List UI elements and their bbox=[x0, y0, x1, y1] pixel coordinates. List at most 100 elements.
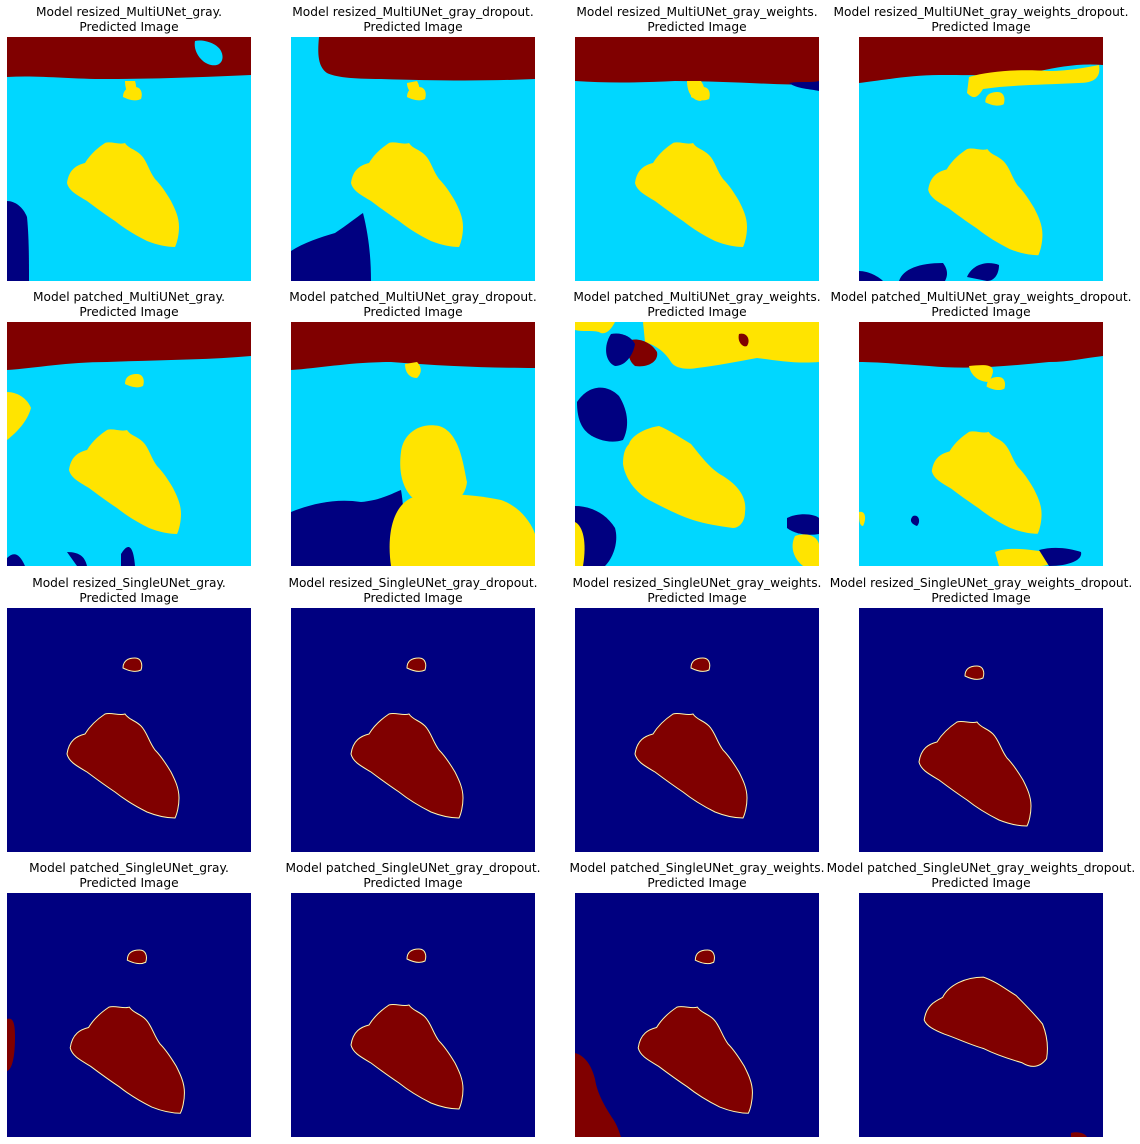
model-name-label: Model resized_MultiUNet_gray_weights_dro… bbox=[833, 5, 1129, 19]
island-region bbox=[637, 1006, 753, 1114]
model-name-label: Model resized_MultiUNet_gray. bbox=[36, 5, 222, 19]
island-region bbox=[67, 142, 179, 247]
predicted-image-label: Predicted Image bbox=[79, 876, 179, 890]
rock-region bbox=[405, 362, 421, 378]
yellow-region bbox=[575, 322, 615, 334]
unlabeled-region bbox=[1039, 547, 1082, 566]
panel-title: Model patched_SingleUNet_gray_weights. Pr… bbox=[535, 861, 859, 891]
segmentation-layer bbox=[7, 37, 251, 281]
shore-region bbox=[628, 339, 658, 367]
rock-region bbox=[406, 948, 427, 963]
model-name-label: Model patched_MultiUNet_gray_weights. bbox=[573, 290, 821, 304]
predicted-image-label: Predicted Image bbox=[647, 876, 747, 890]
rock-region bbox=[123, 87, 142, 101]
panel-title: Model resized_SingleUNet_gray_weights. Pr… bbox=[535, 576, 859, 606]
panel-title: Model patched_MultiUNet_gray. Predicted I… bbox=[0, 290, 291, 320]
predicted-image-label: Predicted Image bbox=[79, 591, 179, 605]
shore-region bbox=[7, 37, 251, 79]
unlabeled-region bbox=[67, 552, 87, 566]
rock-region bbox=[691, 87, 710, 101]
left-edge-region bbox=[7, 1018, 15, 1071]
panel-title: Model resized_MultiUNet_gray_dropout. Pre… bbox=[251, 5, 575, 35]
unlabeled-region bbox=[967, 263, 999, 281]
predicted-mask-image bbox=[7, 322, 251, 566]
segmentation-layer bbox=[291, 893, 535, 1137]
panel-title: Model resized_SingleUNet_gray. Predicted … bbox=[0, 576, 291, 606]
unlabeled-region bbox=[291, 490, 411, 566]
panel-title: Model resized_MultiUNet_gray. Predicted I… bbox=[0, 5, 291, 35]
unlabeled-region bbox=[787, 514, 819, 535]
predicted-image-label: Predicted Image bbox=[931, 876, 1031, 890]
island-region bbox=[635, 142, 747, 247]
segmentation-layer bbox=[7, 893, 251, 1137]
island-region bbox=[350, 1003, 464, 1110]
rock-region bbox=[690, 657, 711, 672]
predicted-mask-image bbox=[859, 893, 1103, 1137]
predicted-image-label: Predicted Image bbox=[363, 591, 463, 605]
shore-region bbox=[7, 322, 251, 370]
panel-title: Model patched_MultiUNet_gray_weights. Pre… bbox=[535, 290, 859, 320]
panel-title: Model patched_MultiUNet_gray_dropout. Pre… bbox=[251, 290, 575, 320]
predicted-image-label: Predicted Image bbox=[363, 20, 463, 34]
unlabeled-region bbox=[7, 201, 29, 281]
bottom-left-region bbox=[575, 1053, 621, 1137]
rock-region bbox=[985, 92, 1005, 106]
rock-region bbox=[407, 87, 426, 101]
predicted-mask-image bbox=[7, 608, 251, 852]
predicted-image-label: Predicted Image bbox=[931, 591, 1031, 605]
island-region bbox=[623, 426, 746, 528]
shore-region bbox=[291, 322, 535, 370]
panel-title: Model resized_SingleUNet_gray_weights_dr… bbox=[819, 576, 1140, 606]
yellow-region bbox=[792, 534, 819, 566]
island-region bbox=[400, 425, 467, 506]
island-region bbox=[350, 712, 464, 819]
predicted-mask-image bbox=[7, 893, 251, 1137]
unlabeled-region bbox=[899, 263, 947, 281]
segmentation-layer bbox=[291, 322, 535, 566]
shore-yellow bbox=[967, 65, 1100, 98]
island-region bbox=[69, 429, 181, 534]
unlabeled-region bbox=[577, 387, 628, 442]
unlabeled-region bbox=[910, 515, 920, 526]
unlabeled-region bbox=[859, 271, 883, 281]
segmentation-layer bbox=[575, 322, 819, 566]
island-region bbox=[66, 712, 180, 819]
segmentation-layer bbox=[7, 608, 251, 852]
predicted-mask-image bbox=[575, 893, 819, 1137]
predicted-image-label: Predicted Image bbox=[647, 591, 747, 605]
segmentation-layer bbox=[859, 608, 1103, 852]
unlabeled-region bbox=[291, 213, 371, 281]
island-region bbox=[351, 142, 463, 247]
island-region bbox=[918, 720, 1032, 827]
model-name-label: Model resized_SingleUNet_gray_weights_dr… bbox=[829, 576, 1133, 590]
yellow-region bbox=[389, 494, 535, 566]
panel-title: Model patched_SingleUNet_gray_dropout. Pr… bbox=[251, 861, 575, 891]
panel-title: Model patched_MultiUNet_gray_weights_dro… bbox=[819, 290, 1140, 320]
model-name-label: Model resized_MultiUNet_gray_weights. bbox=[576, 5, 818, 19]
yellow-region bbox=[995, 548, 1054, 566]
unlabeled-region bbox=[606, 333, 635, 366]
predicted-mask-image bbox=[859, 37, 1103, 281]
model-name-label: Model patched_MultiUNet_gray. bbox=[33, 290, 225, 304]
edge-patch bbox=[1071, 1132, 1087, 1137]
predicted-image-label: Predicted Image bbox=[363, 876, 463, 890]
island-region bbox=[923, 976, 1048, 1067]
water-patch bbox=[194, 40, 223, 66]
predicted-image-label: Predicted Image bbox=[647, 305, 747, 319]
predicted-mask-image bbox=[575, 608, 819, 852]
model-name-label: Model resized_MultiUNet_gray_dropout. bbox=[292, 5, 534, 19]
predicted-image-label: Predicted Image bbox=[647, 20, 747, 34]
rock-region bbox=[125, 374, 144, 388]
island-region bbox=[634, 712, 748, 819]
rock-region bbox=[986, 377, 1006, 391]
predicted-image-label: Predicted Image bbox=[79, 305, 179, 319]
model-name-label: Model patched_SingleUNet_gray. bbox=[29, 861, 229, 875]
segmentation-layer bbox=[291, 608, 535, 852]
panel-title: Model resized_MultiUNet_gray_weights. Pre… bbox=[535, 5, 859, 35]
segmentation-layer bbox=[859, 893, 1103, 1137]
rock-region bbox=[126, 949, 147, 965]
predicted-image-label: Predicted Image bbox=[931, 20, 1031, 34]
predicted-mask-image bbox=[291, 37, 535, 281]
shore-yellow bbox=[7, 392, 31, 440]
